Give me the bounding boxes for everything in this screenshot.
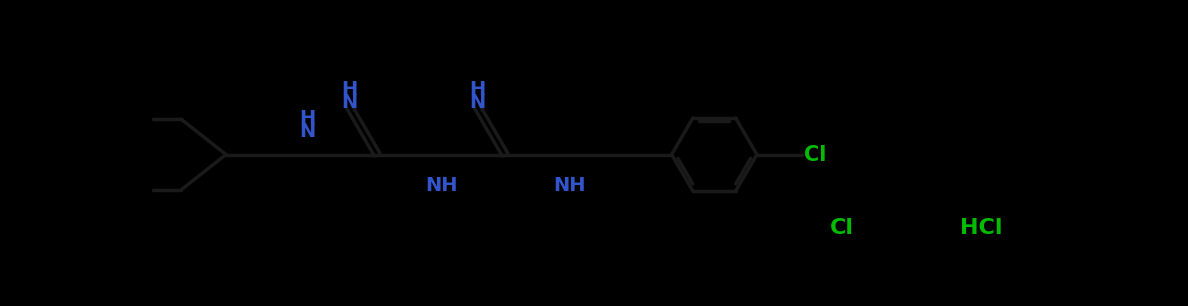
Text: NH: NH xyxy=(554,176,586,195)
Text: H: H xyxy=(341,80,358,99)
Text: H: H xyxy=(299,109,316,128)
Text: Cl: Cl xyxy=(830,218,854,238)
Text: N: N xyxy=(341,93,358,112)
Text: N: N xyxy=(469,93,485,112)
Text: H: H xyxy=(469,80,485,99)
Text: NH: NH xyxy=(425,176,457,195)
Text: Cl: Cl xyxy=(804,144,827,165)
Text: HCl: HCl xyxy=(960,218,1003,238)
Text: N: N xyxy=(299,122,316,141)
